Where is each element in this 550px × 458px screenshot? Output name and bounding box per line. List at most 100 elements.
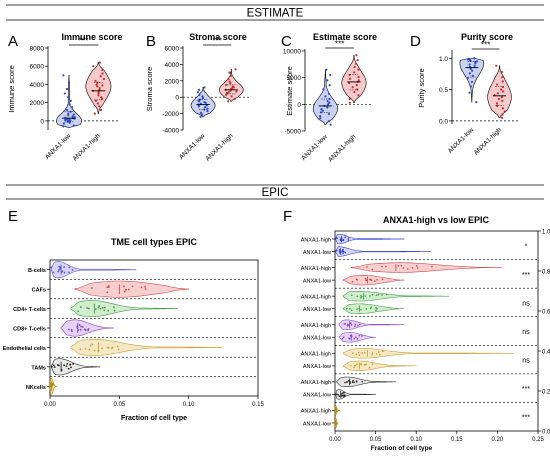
data-point: [344, 323, 347, 325]
x-category-label: ANXA1-low: [44, 132, 73, 161]
data-point: [322, 88, 325, 91]
right-tick-label: 0.8: [542, 269, 550, 275]
data-point: [355, 353, 358, 356]
data-point: [70, 106, 74, 109]
violin-anxa1-low: [335, 246, 432, 257]
data-point: [326, 79, 329, 82]
data-point: [100, 97, 104, 101]
data-point: [471, 69, 474, 72]
data-point: [101, 307, 104, 309]
data-point: [203, 86, 206, 89]
data-point: [365, 363, 367, 366]
data-point: [198, 93, 201, 96]
data-point: [319, 111, 322, 114]
data-point: [357, 94, 360, 97]
data-point: [67, 81, 71, 84]
data-point: [97, 94, 100, 97]
data-point: [468, 91, 471, 94]
data-point: [72, 124, 75, 127]
x-tick-label: 0.20: [492, 437, 504, 443]
data-point: [78, 324, 81, 326]
data-point: [65, 108, 69, 112]
y-tick-label: 0: [40, 118, 44, 125]
data-point: [127, 288, 130, 291]
data-point: [343, 394, 345, 397]
y-axis-label: Stroma score: [145, 67, 154, 112]
data-point: [341, 394, 343, 397]
row-label: ANXA1-low: [303, 364, 331, 370]
row-label: ANXA1-low: [303, 307, 331, 313]
data-point: [355, 62, 358, 65]
data-point: [348, 77, 352, 80]
data-point: [123, 290, 126, 293]
violin-anxa1-high: [334, 405, 341, 416]
x-tick-label: 0.05: [370, 437, 382, 443]
data-point: [111, 347, 113, 350]
x-tick-label: 0.10: [183, 402, 195, 408]
data-point: [65, 365, 68, 368]
data-point: [344, 236, 346, 239]
panel-d: D Purity score 0.0 0.5 1.0 Purity score ANXA1-…: [410, 32, 518, 157]
data-point: [473, 57, 476, 60]
data-point: [329, 123, 332, 126]
data-point: [79, 328, 82, 331]
data-point: [475, 60, 479, 63]
row-label: ANXA1-low: [303, 393, 331, 399]
data-point: [69, 363, 72, 366]
panel-e: E TME cell types EPIC B-cells CAFs CD4+ T-ce…: [3, 208, 265, 422]
data-point: [357, 351, 360, 354]
data-point: [131, 285, 134, 288]
data-point: [342, 252, 344, 255]
data-point: [356, 279, 359, 281]
data-point: [381, 294, 383, 296]
data-point: [63, 92, 66, 95]
data-point: [359, 363, 362, 365]
violin-cafs: [74, 280, 189, 298]
row-label: ANXA1-low: [303, 421, 331, 427]
data-point: [329, 73, 332, 77]
data-point: [69, 99, 72, 102]
data-point: [113, 309, 116, 312]
data-point: [500, 70, 504, 74]
data-point: [66, 96, 70, 99]
data-point: [57, 364, 60, 367]
data-point: [351, 86, 354, 89]
data-point: [124, 288, 127, 291]
data-point: [72, 113, 75, 116]
significance-label: ns: [522, 300, 530, 307]
violin-tams: [51, 358, 101, 376]
data-point: [63, 266, 66, 268]
data-point: [198, 88, 201, 91]
data-point: [344, 381, 346, 384]
panel-title: Estimate score: [313, 32, 377, 42]
data-point: [107, 347, 110, 349]
data-point: [357, 68, 360, 71]
row-label: Endothelial cells: [3, 346, 46, 352]
y-tick-label: 6000: [165, 46, 180, 53]
significance-label: ***: [79, 37, 88, 46]
row-label: CD4+ T-cells: [13, 307, 46, 313]
violin-anxa1-high: [336, 376, 397, 387]
data-point: [225, 93, 228, 96]
data-point: [500, 116, 504, 119]
data-point: [377, 351, 380, 353]
violin-anxa1-high: [341, 54, 367, 104]
data-point: [327, 112, 331, 116]
row-label: NKcells: [26, 385, 46, 391]
data-point: [92, 65, 95, 68]
data-point: [320, 108, 323, 111]
data-point: [356, 337, 359, 340]
y-tick-label: 0: [297, 102, 301, 109]
data-point: [231, 85, 234, 88]
right-tick-label: 0.4: [542, 349, 550, 355]
data-point: [407, 268, 409, 270]
data-point: [347, 324, 349, 326]
panel-letter-c: C: [281, 33, 292, 50]
data-point: [67, 114, 70, 117]
data-point: [65, 87, 69, 91]
data-point: [206, 107, 209, 110]
data-point: [466, 77, 469, 80]
data-point: [77, 310, 80, 313]
data-point: [101, 72, 104, 75]
y-tick-label: 10000: [283, 49, 301, 56]
